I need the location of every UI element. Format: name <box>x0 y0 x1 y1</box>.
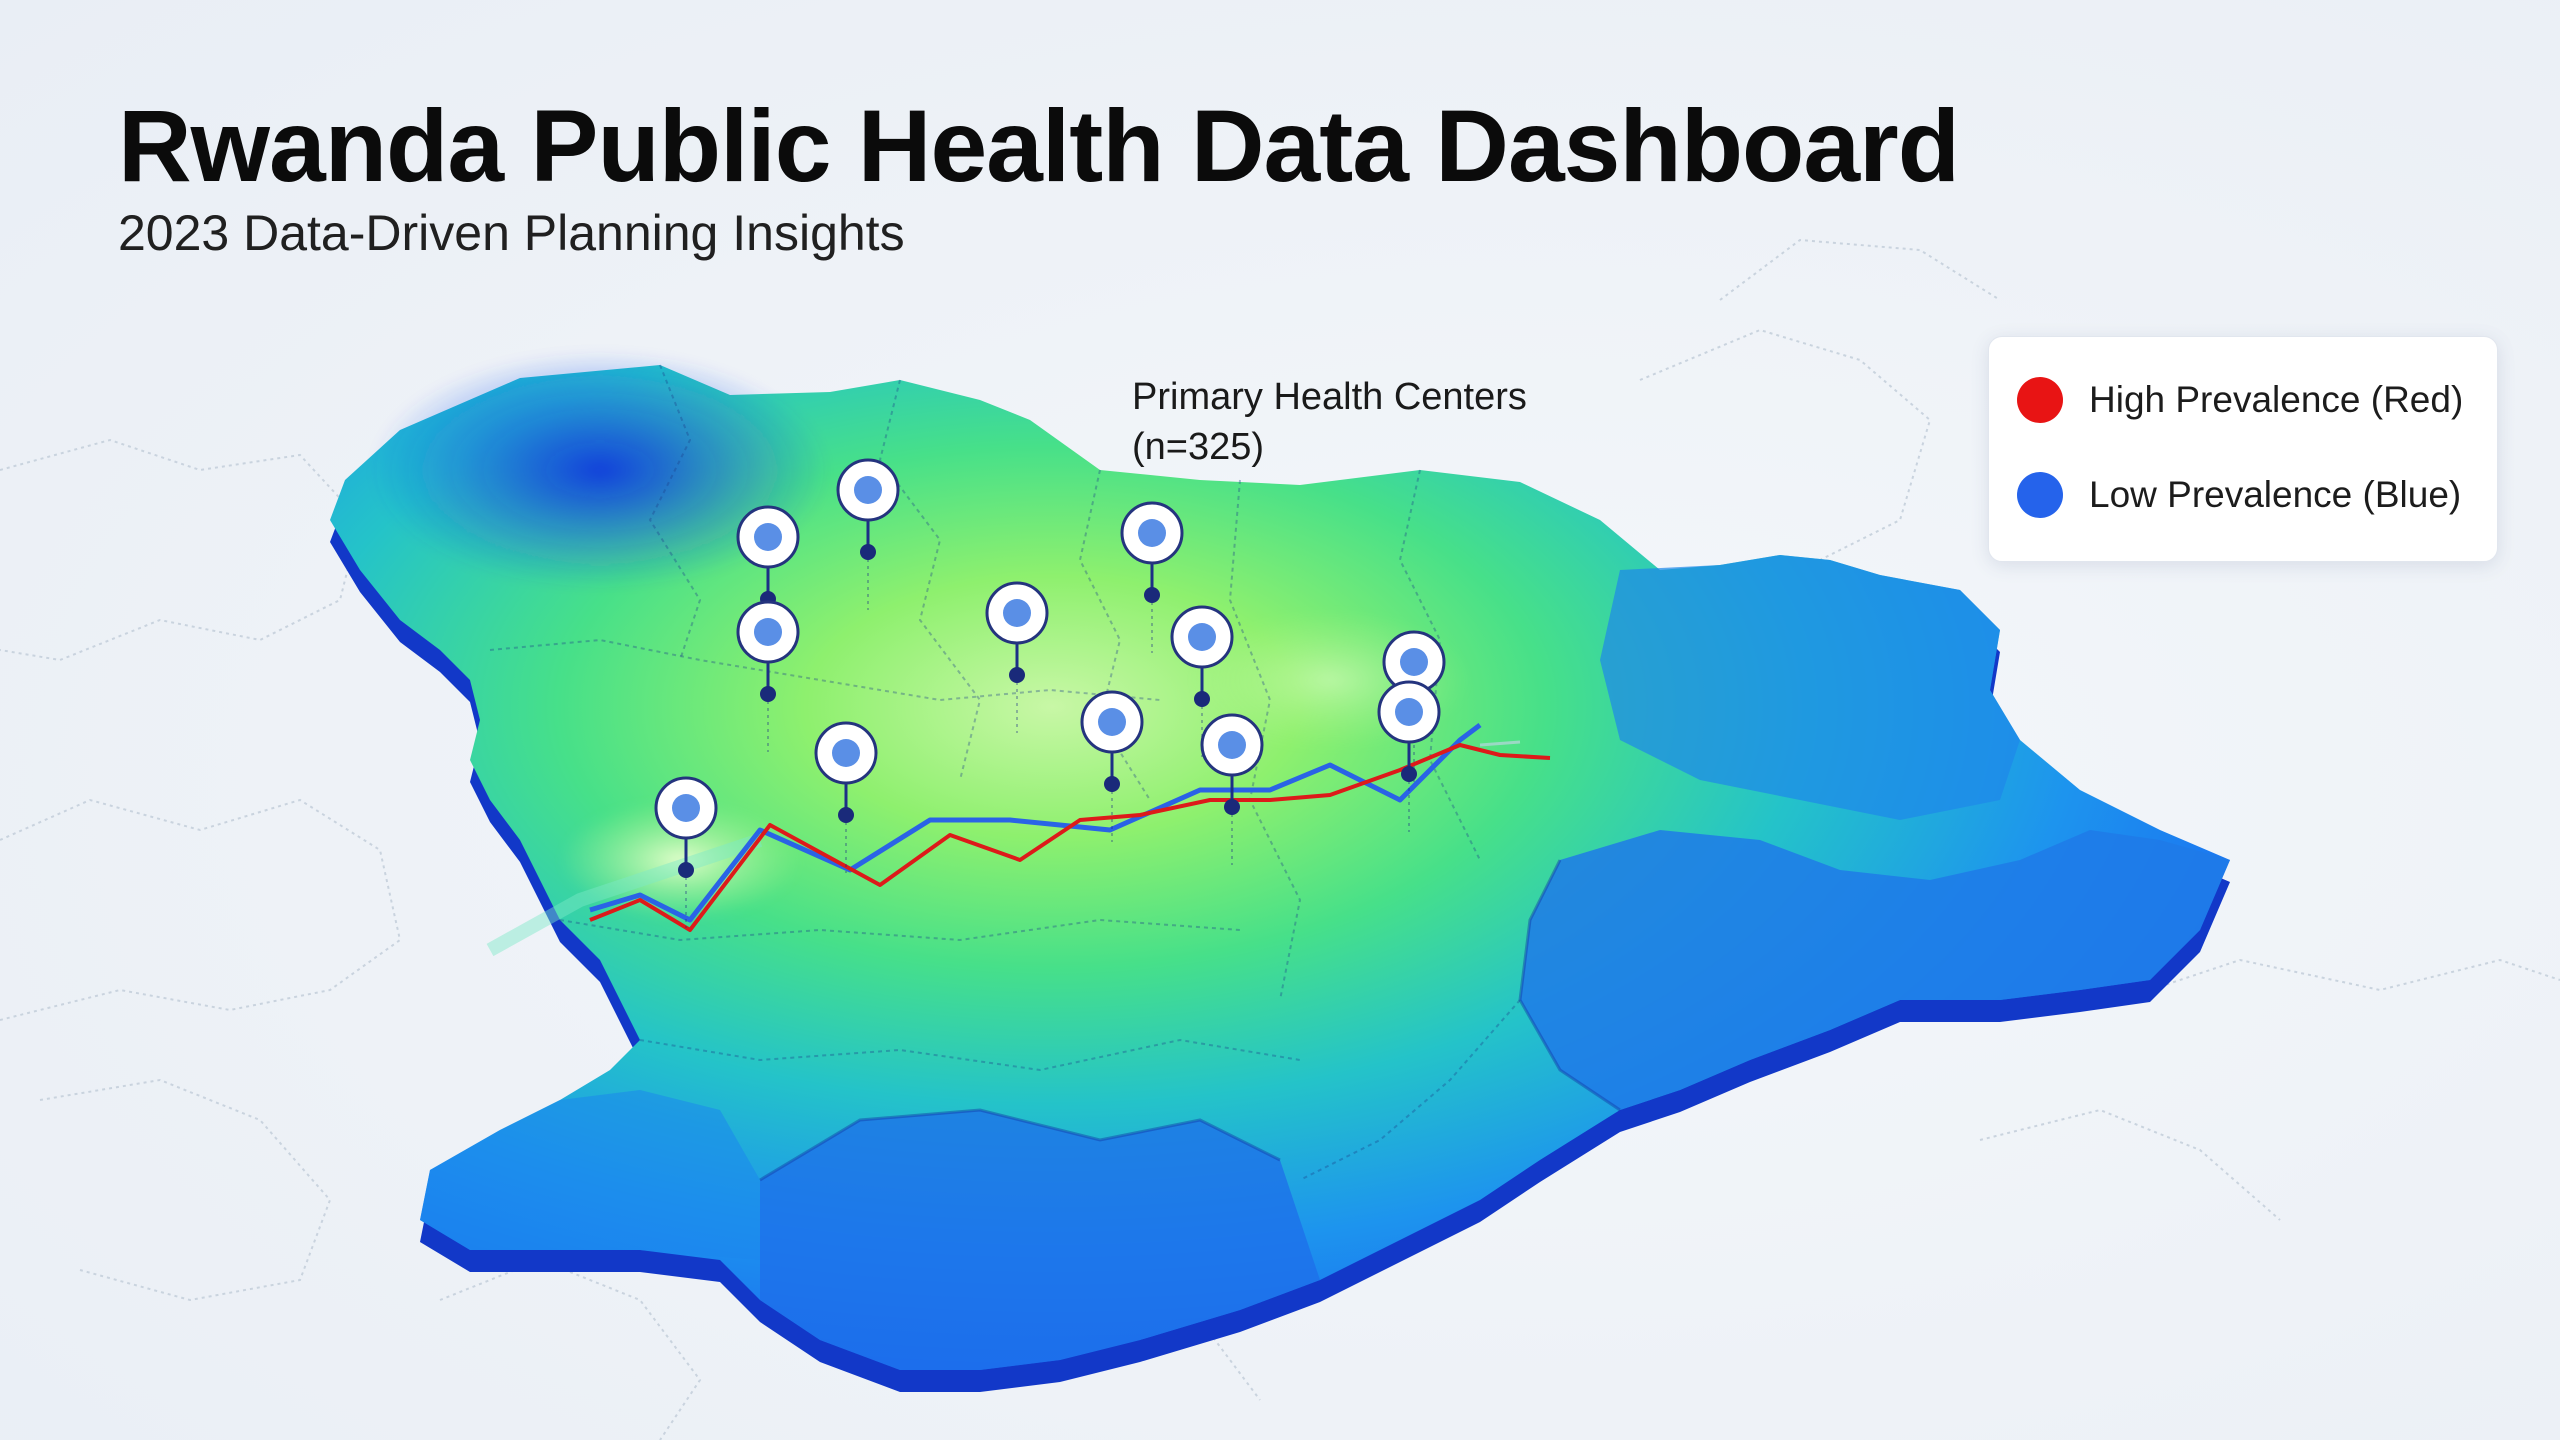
annotation-line-1: Primary Health Centers <box>1132 376 1527 418</box>
health-center-pin-icon[interactable] <box>1120 501 1184 653</box>
page-title: Rwanda Public Health Data Dashboard <box>118 89 1960 203</box>
map-legend: High Prevalence (Red) Low Prevalence (Bl… <box>1988 336 2498 562</box>
legend-dot-blue-icon <box>2017 472 2063 518</box>
trend-line-red <box>589 743 1551 932</box>
primary-health-centers-annotation: Primary Health Centers (n=325) <box>1132 372 1527 472</box>
trend-line-blue <box>589 723 1482 923</box>
health-center-pin-icon[interactable] <box>1080 690 1144 842</box>
health-center-markers[interactable] <box>654 458 1446 928</box>
health-center-pin-icon[interactable] <box>736 600 800 752</box>
legend-item-high-prevalence: High Prevalence (Red) <box>2017 377 2463 423</box>
page-subtitle: 2023 Data-Driven Planning Insights <box>118 205 905 261</box>
health-center-pin-icon[interactable] <box>1170 605 1234 757</box>
legend-item-low-prevalence: Low Prevalence (Blue) <box>2017 472 2461 518</box>
health-center-pin-icon[interactable] <box>1200 713 1264 865</box>
health-center-pin-icon[interactable] <box>814 721 878 873</box>
health-center-pin-icon[interactable] <box>1377 680 1441 832</box>
rwanda-map[interactable] <box>330 350 2230 1370</box>
trend-lines <box>486 723 1551 957</box>
annotation-line-2: (n=325) <box>1132 426 1265 468</box>
legend-dot-red-icon <box>2017 377 2063 423</box>
health-center-pin-icon[interactable] <box>654 776 718 928</box>
health-center-pin-icon[interactable] <box>836 458 900 610</box>
legend-label: High Prevalence (Red) <box>2089 379 2464 420</box>
legend-label: Low Prevalence (Blue) <box>2089 474 2462 515</box>
health-center-pin-icon[interactable] <box>985 581 1049 733</box>
